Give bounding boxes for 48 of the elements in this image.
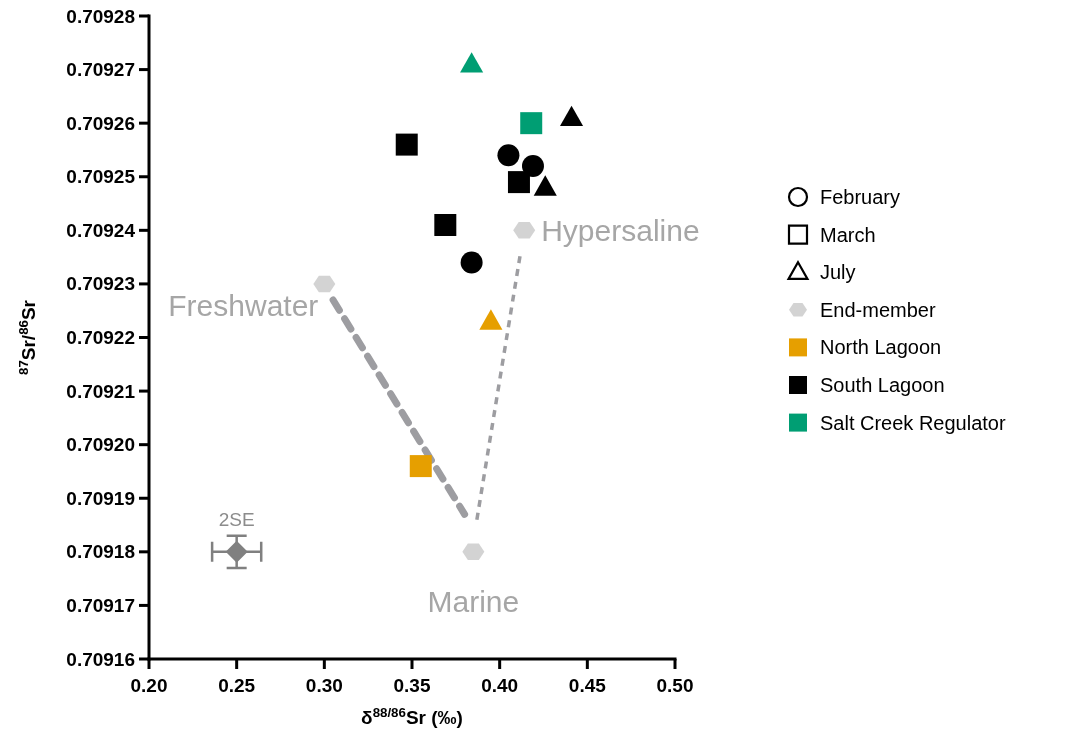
y-tick-label: 0.70927 xyxy=(66,59,135,81)
x-tick-label: 0.20 xyxy=(130,675,168,696)
y-tick-label: 0.70921 xyxy=(66,380,136,402)
legend-label: North Lagoon xyxy=(820,336,942,359)
x-tick-label: 0.50 xyxy=(656,675,694,696)
legend-label: March xyxy=(820,223,876,246)
y-tick-label: 0.70917 xyxy=(66,594,135,616)
y-tick-label: 0.70916 xyxy=(66,648,135,670)
y-tick-label: 0.70926 xyxy=(66,112,135,134)
x-tick-label: 0.25 xyxy=(218,675,256,696)
y-tick-label: 0.70925 xyxy=(66,166,136,188)
x-tick-label: 0.40 xyxy=(481,675,519,696)
y-tick-label: 0.70922 xyxy=(66,327,135,348)
y-tick-label: 0.70928 xyxy=(66,5,135,27)
point xyxy=(560,105,584,127)
point xyxy=(521,155,544,178)
point xyxy=(479,309,503,330)
y-tick-label: 0.70923 xyxy=(66,273,135,295)
point xyxy=(225,540,248,563)
y-tick-label: 0.70919 xyxy=(66,487,135,509)
point xyxy=(497,144,520,167)
legend-label: South Lagoon xyxy=(820,374,945,396)
x-tick-label: 0.35 xyxy=(393,675,431,696)
point xyxy=(513,222,536,239)
point xyxy=(313,275,336,293)
legend-label: July xyxy=(820,261,856,284)
legend-label: Salt Creek Regulator xyxy=(820,411,1006,434)
point xyxy=(533,175,557,196)
point xyxy=(462,543,485,561)
point xyxy=(409,455,432,478)
point xyxy=(434,213,457,236)
legend-label: February xyxy=(820,186,901,208)
point xyxy=(460,52,484,73)
annotation: Freshwater xyxy=(168,289,319,323)
x-tick-label: 0.30 xyxy=(305,675,343,696)
legend-label: End-member xyxy=(820,298,936,321)
y-tick-label: 0.70920 xyxy=(66,434,135,456)
annotation: Marine xyxy=(427,585,520,619)
x-tick-label: 0.45 xyxy=(568,675,607,696)
point xyxy=(520,112,543,135)
point xyxy=(507,171,530,194)
y-tick-label: 0.70924 xyxy=(66,219,136,241)
annotation: Hypersaline xyxy=(541,213,700,247)
point xyxy=(395,133,418,156)
y-tick-label: 0.70918 xyxy=(66,541,135,563)
point xyxy=(460,251,483,274)
x-axis-title: δ$^{88/86}$Sr (‰) xyxy=(361,704,463,728)
annotation: 2SE xyxy=(218,509,255,531)
